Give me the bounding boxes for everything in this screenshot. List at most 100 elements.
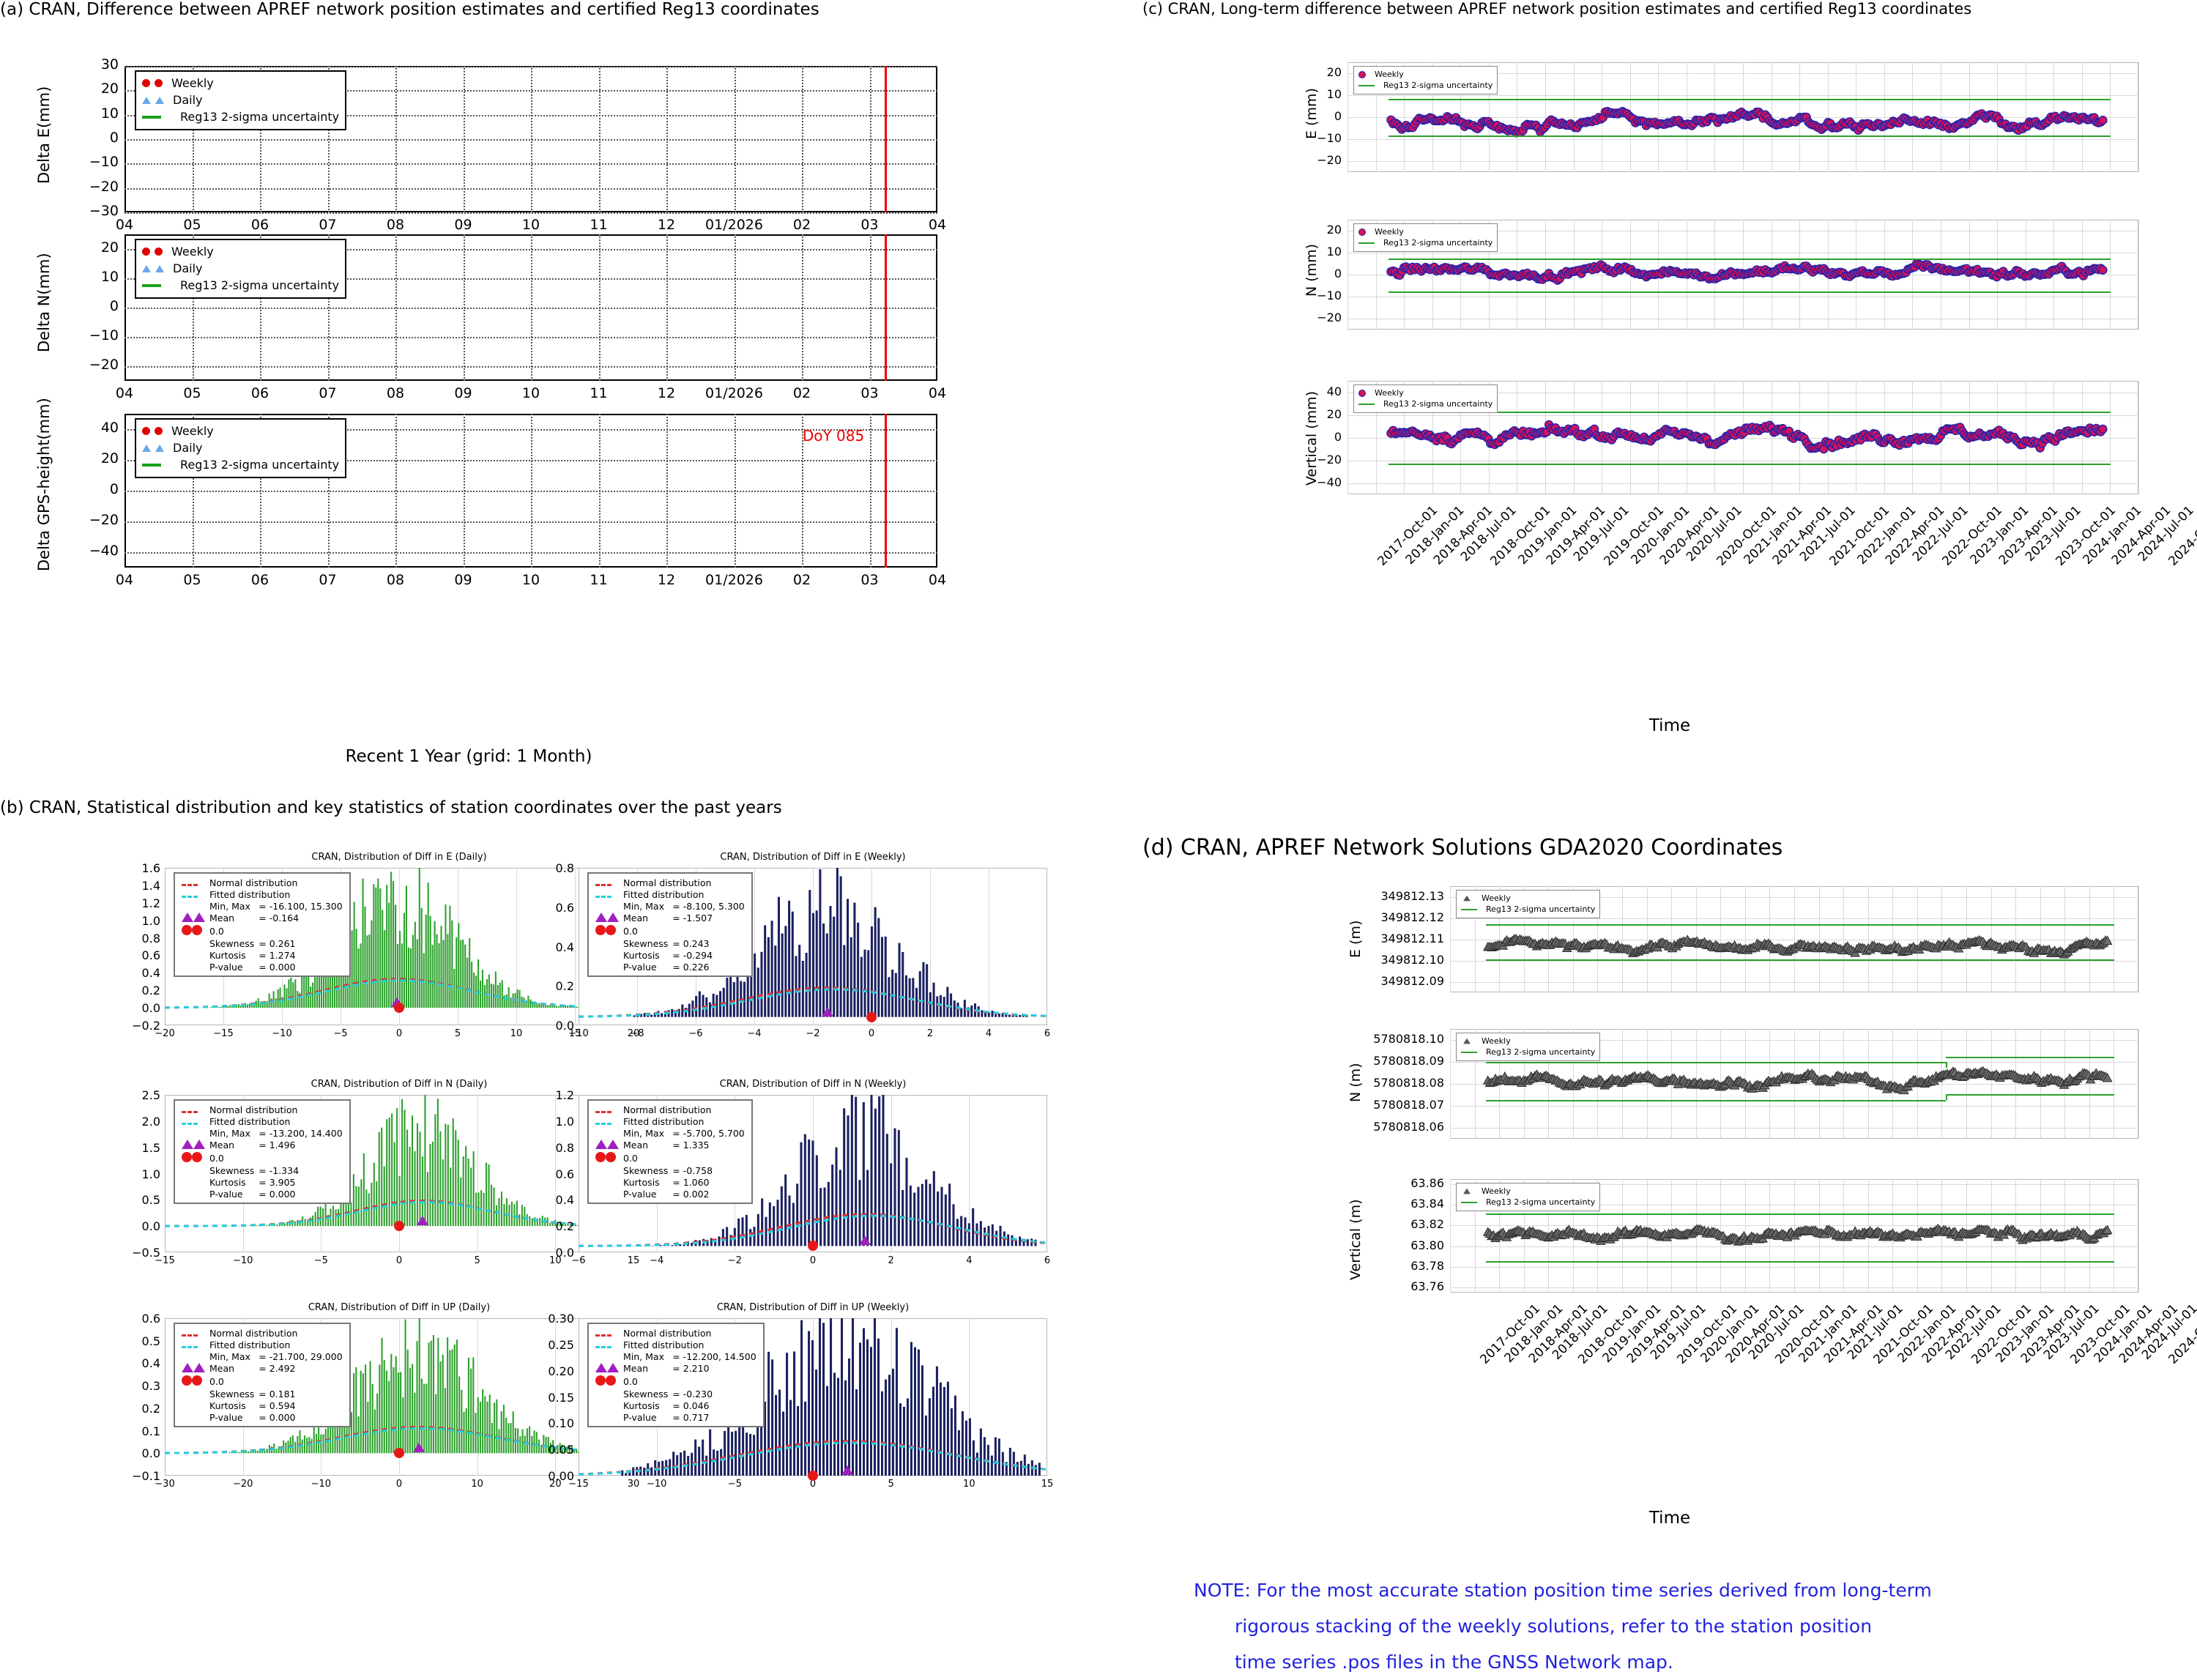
panel-c: (c) CRAN, Long-term difference between A… [1142,0,2197,776]
stat-label: Min, Max [207,1350,256,1362]
legend-row: Weekly [1461,1036,1595,1047]
ts-ylabel-0: E (mm) [1304,88,1320,139]
grid-vline [2138,886,2139,992]
zero-marker-icon [182,1375,192,1386]
panel-a-xtick: 06 [231,217,289,233]
stat-icon-cell [179,949,207,961]
hist-ytick: 1.6 [125,861,160,875]
panel-a-xtick: 07 [299,217,357,233]
hist-ytick: 0.8 [539,861,574,875]
stat-icon-cell [179,1139,207,1151]
stat-value: = -1.507 [670,912,746,924]
sigma-line-icon [142,116,161,119]
stat-icon-cell [179,1339,207,1350]
zero-marker-icon [606,1375,616,1386]
panel-a-xtick: 12 [637,217,696,233]
note-line-1: NOTE: For the most accurate station posi… [1194,1573,1932,1609]
stat-icon-cell [179,1151,207,1164]
mean-marker-icon [595,913,607,922]
panel-a-xtick: 12 [637,385,696,401]
zero-marker-icon [595,1375,606,1386]
panel-a-ytick: −40 [67,543,119,559]
stat-icon-cell [593,1176,621,1188]
hist-ytick: 0.1 [125,1424,160,1438]
sigma-line-icon [1358,85,1375,87]
hist-xtick: 6 [1022,1255,1072,1266]
mean-marker-icon [193,1140,205,1149]
panel-c-xlabel: Time [1596,716,1743,735]
panel-a-xtick: 03 [841,572,899,588]
grid-hline [124,552,937,554]
grid-hline [124,188,937,190]
stat-label: 0.0 [621,1151,747,1164]
hist-xtick: −6 [671,1028,721,1039]
hist-xtick: −20 [218,1479,268,1490]
panel-a-xtick: 04 [908,217,967,233]
stat-label: Mean [621,1139,670,1151]
panel-a-xtick: 01/2026 [705,572,764,588]
legend-label: Reg13 2-sigma uncertainty [1486,1197,1595,1208]
fitted-dist-icon [595,1346,611,1348]
panel-a-xtick: 09 [434,572,493,588]
hist-ytick: 0.8 [125,932,160,945]
sigma-lower-line [1389,291,2111,293]
panel-a-xtick: 10 [502,572,560,588]
legend-row: Weekly [1358,226,1492,237]
legend-row: Weekly [142,75,339,92]
panel-a-xtick: 08 [366,217,425,233]
stat-icon-cell [593,912,621,924]
hist-ytick: 0.05 [539,1443,574,1457]
hist-ytick: 0.5 [125,1193,160,1207]
legend-label: Reg13 2-sigma uncertainty [1486,1047,1595,1058]
stat-label: Kurtosis [207,1176,256,1188]
stat-label: Fitted distribution [207,888,345,900]
panel-a-ytick: 20 [67,81,119,97]
legend-row: Reg13 2-sigma uncertainty [1358,237,1492,248]
stat-icon-cell [179,900,207,912]
hist-ytick: 0.8 [539,1141,574,1155]
panel-a-xtick: 04 [95,217,154,233]
weekly-marker-icon [155,248,163,256]
stat-label: Min, Max [621,900,670,912]
stat-icon-cell [593,1339,621,1350]
stat-value: = -0.294 [670,949,746,961]
panel-a-ylabel: Delta GPS-height(mm) [35,398,53,571]
stat-icon-cell [179,1127,207,1139]
hist-xtick: 2 [866,1255,916,1266]
legend-row: Reg13 2-sigma uncertainty [1461,1047,1595,1058]
stat-icon-cell [593,1350,621,1362]
panel-a-xtick: 06 [231,572,289,588]
grid-vline [2138,62,2139,172]
mean-marker-icon [413,1443,425,1452]
hist-ytick: 1.0 [125,1167,160,1181]
zero-marker-icon [192,1375,202,1386]
hist-ytick: 0.0 [125,1446,160,1460]
stat-icon-cell [593,1400,621,1411]
stat-label: Normal distribution [207,1104,345,1115]
ts-ytick: 5780818.06 [1345,1120,1444,1134]
ts-ytick: 63.76 [1345,1279,1444,1293]
legend-label: Daily [173,439,202,456]
ts-ytick: 63.86 [1345,1176,1444,1190]
sigma-lower-line [1486,959,2114,961]
stat-label: Normal distribution [621,1104,747,1115]
legend-label: Weekly [1482,893,1511,904]
grid-hline [124,163,937,165]
stat-icon-cell [179,937,207,949]
panel-a-ytick: 0 [67,130,119,146]
panel-a-ytick: 40 [67,420,119,436]
fitted-dist-icon [182,1346,198,1348]
mean-marker-icon [841,1465,853,1475]
stat-label: P-value [207,1188,256,1200]
sigma-lower-line [1946,1094,2114,1096]
panel-a-xtick: 02 [773,572,831,588]
hist-xtick: 15 [1022,1479,1072,1490]
sigma-line-icon [1358,242,1375,245]
normal-dist-icon [182,1334,198,1337]
